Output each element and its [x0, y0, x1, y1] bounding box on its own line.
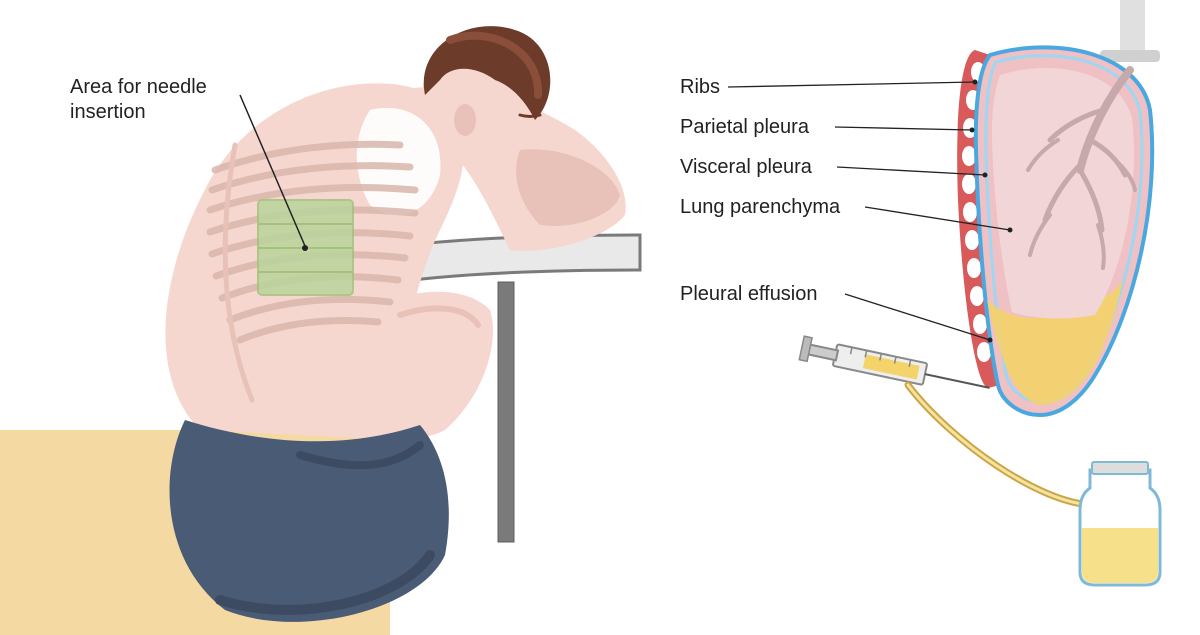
syringe	[799, 336, 992, 399]
label-visceral-pleura: Visceral pleura	[680, 155, 812, 180]
pants	[170, 420, 449, 622]
label-pleural-effusion: Pleural effusion	[680, 282, 818, 307]
label-ribs: Ribs	[680, 75, 720, 100]
label-parietal-pleura: Parietal pleura	[680, 115, 809, 140]
collection-bottle	[1080, 462, 1160, 585]
lung-shape	[957, 47, 1152, 415]
lung-diagram	[640, 0, 1200, 635]
label-needle-insertion: Area for needle insertion	[70, 75, 207, 125]
insertion-patch	[258, 200, 353, 295]
label-lung-parenchyma: Lung parenchyma	[680, 195, 840, 220]
